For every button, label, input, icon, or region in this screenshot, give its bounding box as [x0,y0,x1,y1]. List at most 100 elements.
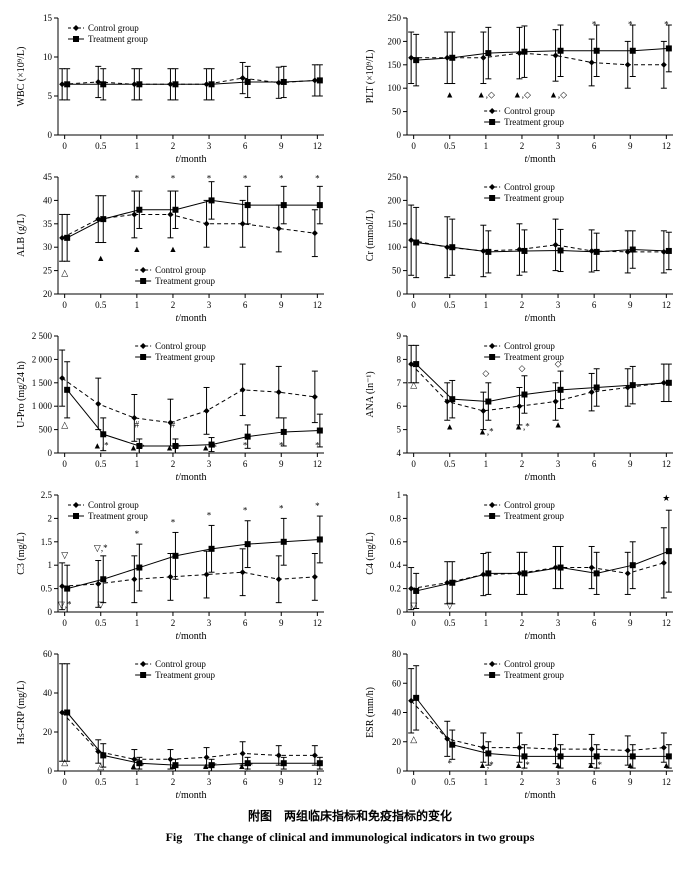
svg-text:▽,*: ▽,* [94,543,108,553]
svg-text:12: 12 [662,141,671,151]
svg-text:#: # [171,419,176,429]
svg-text:1: 1 [484,777,489,787]
svg-text:250: 250 [388,172,402,182]
svg-text:▲: ▲ [445,422,454,432]
svg-text:0: 0 [411,618,416,628]
svg-text:△: △ [61,267,68,277]
svg-text:C3 (mg/L): C3 (mg/L) [16,532,27,575]
svg-text:Treatment group: Treatment group [155,276,215,286]
panel-c4: 00.20.40.60.8100.51236912t/monthC4 (mg/L… [359,487,680,642]
svg-text:9: 9 [279,777,284,787]
svg-text:0: 0 [48,766,53,776]
svg-text:*: * [207,174,212,184]
svg-text:0: 0 [62,618,67,628]
svg-text:0: 0 [62,300,67,310]
svg-text:WBC (×10⁹/L): WBC (×10⁹/L) [16,47,27,107]
svg-text:150: 150 [388,219,402,229]
svg-text:▽: ▽ [61,550,68,560]
svg-text:▲: ▲ [168,761,177,771]
svg-text:12: 12 [313,618,322,628]
svg-text:U-Pro (mg/24 h): U-Pro (mg/24 h) [16,361,27,428]
svg-text:0.5: 0.5 [444,300,456,310]
svg-text:ESR (mm/h): ESR (mm/h) [365,687,376,738]
svg-text:5: 5 [397,425,402,435]
svg-text:0.6: 0.6 [390,537,402,547]
svg-text:150: 150 [388,60,402,70]
svg-text:0: 0 [397,607,402,617]
panel-upro: 05001 0001 5002 0002 50000.51236912t/mon… [10,328,341,483]
svg-text:▲,*: ▲,* [129,761,145,771]
svg-text:2: 2 [171,459,176,469]
svg-text:*: * [592,19,597,29]
svg-text:*: * [279,174,284,184]
svg-text:▲: ▲ [445,90,454,100]
svg-text:2: 2 [171,300,176,310]
svg-text:60: 60 [392,678,402,688]
svg-text:1.5: 1.5 [41,537,53,547]
svg-text:△: △ [61,757,68,767]
svg-text:△: △ [97,761,104,771]
svg-text:*: * [207,510,212,520]
svg-text:40: 40 [43,195,53,205]
svg-text:2: 2 [520,300,525,310]
svg-text:50: 50 [392,266,402,276]
svg-text:0.5: 0.5 [95,618,107,628]
svg-text:2: 2 [520,618,525,628]
svg-text:Control group: Control group [88,23,139,33]
svg-text:1: 1 [135,141,140,151]
svg-text:1: 1 [135,459,140,469]
svg-text:t/month: t/month [524,631,555,642]
svg-text:0: 0 [62,459,67,469]
svg-text:0.5: 0.5 [95,777,107,787]
svg-text:0.5: 0.5 [41,584,53,594]
svg-text:*: * [243,440,248,450]
svg-text:12: 12 [662,459,671,469]
svg-text:▲,*: ▲,* [165,443,181,453]
svg-text:Treatment group: Treatment group [504,117,564,127]
svg-text:4: 4 [397,448,402,458]
svg-text:0.8: 0.8 [390,513,402,523]
svg-text:▽: ▽ [446,600,453,610]
svg-text:ALB (g/L): ALB (g/L) [16,214,27,257]
svg-text:9: 9 [628,618,633,628]
panel-ana: 45678900.51236912t/monthANA (ln⁻¹) △▲▲,*… [359,328,680,483]
svg-text:0: 0 [48,448,53,458]
svg-text:Control group: Control group [155,659,206,669]
svg-text:*: * [664,19,669,29]
svg-text:◇: ◇ [518,363,525,373]
svg-text:▲: ▲ [662,760,671,770]
svg-text:Control group: Control group [504,106,555,116]
svg-text:▲,*: ▲,* [514,422,530,432]
svg-text:Treatment group: Treatment group [504,352,564,362]
svg-text:▲: ▲ [132,244,141,254]
svg-text:▲,◇: ▲,◇ [549,90,567,100]
svg-text:*: * [243,506,248,516]
svg-text:0: 0 [397,766,402,776]
svg-text:45: 45 [43,172,53,182]
svg-text:t/month: t/month [524,313,555,324]
svg-text:*: * [279,440,284,450]
svg-text:6: 6 [243,300,248,310]
svg-text:3: 3 [207,777,212,787]
svg-text:0.4: 0.4 [390,560,402,570]
svg-text:2: 2 [48,513,53,523]
svg-text:0.5: 0.5 [444,459,456,469]
svg-text:ANA (ln⁻¹): ANA (ln⁻¹) [365,371,376,417]
svg-text:★: ★ [662,493,670,503]
caption-en: Fig The change of clinical and immunolog… [10,828,680,845]
svg-text:Control group: Control group [504,659,555,669]
panel-cr: 05010015020025000.51236912t/monthCr (mmo… [359,169,680,324]
svg-text:10: 10 [43,52,53,62]
svg-text:▲,*: ▲,* [201,761,217,771]
svg-text:0: 0 [397,130,402,140]
svg-text:1: 1 [484,300,489,310]
svg-text:6: 6 [243,459,248,469]
svg-text:3: 3 [556,459,561,469]
svg-text:35: 35 [43,219,53,229]
svg-text:*: * [135,174,140,184]
svg-text:△: △ [410,379,417,389]
figure-caption: 附图 两组临床指标和免疫指标的变化 Fig The change of clin… [10,807,680,845]
svg-text:20: 20 [43,727,53,737]
svg-text:1: 1 [484,141,489,151]
svg-text:1: 1 [135,300,140,310]
